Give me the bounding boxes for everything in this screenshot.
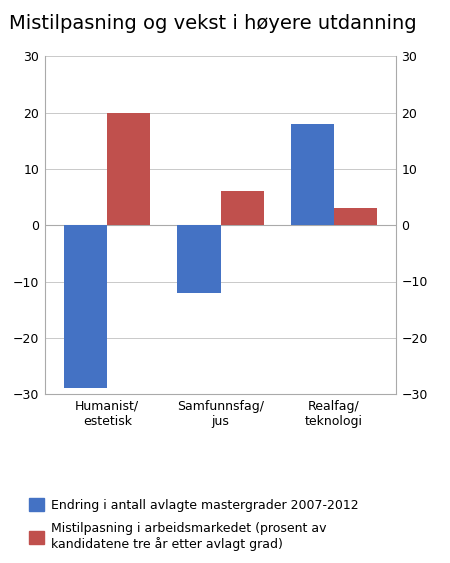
Bar	[64, 225, 107, 388]
Bar	[291, 124, 334, 225]
Legend: Endring i antall avlagte mastergrader 2007-2012, Mistilpasning i arbeidsmarkedet: Endring i antall avlagte mastergrader 20…	[29, 498, 359, 551]
Bar	[107, 113, 150, 225]
Bar	[220, 191, 264, 225]
Bar	[177, 225, 220, 293]
Bar	[334, 208, 377, 225]
Text: Mistilpasning og vekst i høyere utdanning: Mistilpasning og vekst i høyere utdannin…	[9, 14, 417, 33]
